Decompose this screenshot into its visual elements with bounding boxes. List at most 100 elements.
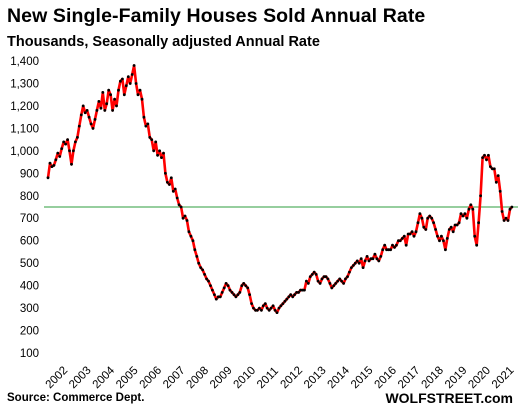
data-point xyxy=(101,91,105,94)
data-point xyxy=(95,109,99,112)
data-point xyxy=(240,284,244,287)
data-point xyxy=(338,277,342,281)
data-point xyxy=(412,234,416,238)
data-point xyxy=(265,306,269,310)
data-point xyxy=(224,282,228,285)
source-note: Source: Commerce Dept. xyxy=(7,392,145,404)
data-point xyxy=(404,243,408,247)
data-point xyxy=(244,284,248,287)
data-point xyxy=(197,261,201,265)
data-point xyxy=(375,257,379,261)
x-tick-label: 2010 xyxy=(232,365,259,392)
data-point xyxy=(250,302,254,305)
data-point xyxy=(492,167,496,171)
data-point xyxy=(70,162,73,166)
data-point xyxy=(93,118,97,121)
x-tick-label: 2016 xyxy=(372,365,399,392)
data-point xyxy=(320,277,324,281)
data-point xyxy=(471,207,475,211)
data-point xyxy=(451,230,455,234)
data-point xyxy=(303,288,306,292)
data-point xyxy=(295,291,298,294)
x-tick-label: 2013 xyxy=(302,365,329,392)
data-point xyxy=(119,79,122,83)
data-point xyxy=(236,293,240,296)
data-point xyxy=(205,277,209,281)
data-point xyxy=(322,275,326,278)
data-point xyxy=(332,284,336,287)
data-point xyxy=(297,291,300,294)
data-point xyxy=(336,279,340,283)
data-point xyxy=(218,295,222,299)
data-point xyxy=(344,277,347,281)
data-point xyxy=(414,230,418,234)
data-point xyxy=(260,308,263,312)
data-point xyxy=(226,284,230,287)
data-point xyxy=(220,291,224,294)
x-tick-label: 2005 xyxy=(114,365,141,392)
data-point xyxy=(467,207,471,211)
data-point xyxy=(475,243,479,247)
data-point xyxy=(273,308,277,312)
data-point xyxy=(234,295,238,299)
x-tick-label: 2015 xyxy=(349,365,376,392)
data-point xyxy=(485,158,488,162)
data-point xyxy=(348,270,351,274)
data-point xyxy=(105,102,109,106)
data-point xyxy=(164,171,167,175)
data-point xyxy=(146,122,150,126)
data-point xyxy=(355,259,359,263)
data-point xyxy=(498,189,502,193)
y-tick-label: 1,000 xyxy=(10,146,39,158)
chart-title: New Single-Family Houses Sold Annual Rat… xyxy=(7,5,426,27)
data-point xyxy=(342,282,345,285)
y-tick-label: 700 xyxy=(20,213,39,225)
data-point xyxy=(422,225,426,229)
data-point xyxy=(173,187,177,191)
data-point xyxy=(444,248,447,252)
data-point xyxy=(181,216,185,220)
data-point xyxy=(261,304,265,308)
y-tick-label: 300 xyxy=(20,303,39,315)
data-point xyxy=(103,109,107,112)
data-point xyxy=(506,219,510,222)
data-point xyxy=(169,176,173,180)
data-point xyxy=(440,234,443,238)
data-point xyxy=(121,77,124,81)
data-point xyxy=(350,266,353,269)
data-point xyxy=(54,158,58,162)
data-point xyxy=(365,255,369,258)
x-tick-label: 2017 xyxy=(396,365,423,392)
data-point xyxy=(361,266,365,269)
data-point xyxy=(357,261,361,265)
data-point xyxy=(179,205,183,209)
data-point xyxy=(398,239,402,243)
data-point xyxy=(367,259,371,263)
data-point xyxy=(436,234,439,238)
data-point xyxy=(111,109,114,112)
data-point xyxy=(314,273,318,276)
y-tick-label: 400 xyxy=(20,281,39,293)
data-point xyxy=(154,140,158,144)
data-point xyxy=(162,151,165,155)
data-point xyxy=(209,284,212,287)
x-tick-label: 2009 xyxy=(208,365,235,392)
data-point xyxy=(232,293,236,296)
data-point xyxy=(160,156,163,160)
data-point xyxy=(107,88,111,92)
data-point xyxy=(328,282,332,285)
y-tick-label: 500 xyxy=(20,258,39,270)
data-point xyxy=(230,291,234,294)
data-point xyxy=(420,216,424,220)
y-tick-label: 1,100 xyxy=(10,123,39,135)
data-point xyxy=(402,234,406,238)
data-point xyxy=(130,73,134,76)
data-point xyxy=(473,234,477,238)
y-tick-label: 200 xyxy=(20,326,39,338)
data-point xyxy=(479,194,482,198)
data-point xyxy=(214,297,218,301)
data-point xyxy=(171,189,175,193)
data-point xyxy=(60,147,64,151)
data-point xyxy=(77,124,81,128)
data-point xyxy=(445,237,449,240)
